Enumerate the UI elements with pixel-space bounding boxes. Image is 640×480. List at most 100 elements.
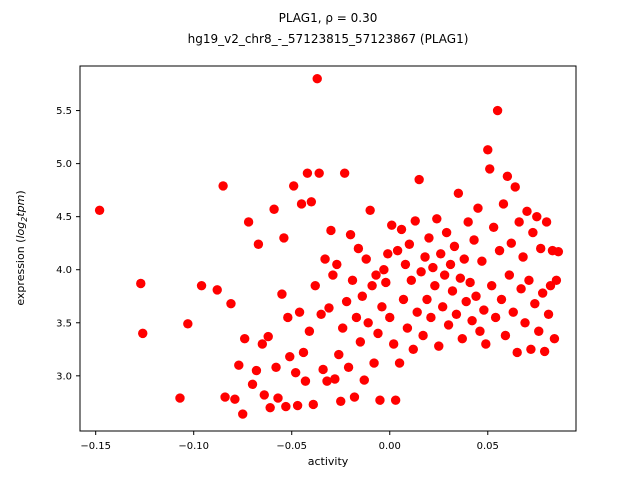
data-point [239, 333, 250, 344]
data-point [469, 235, 479, 245]
plot-area [79, 65, 577, 432]
data-point [175, 393, 185, 403]
data-point [320, 254, 330, 264]
data-point [490, 312, 501, 323]
data-point [502, 171, 513, 182]
data-point [512, 347, 522, 358]
data-point [373, 328, 383, 339]
data-point [277, 289, 287, 299]
data-point [443, 320, 454, 330]
data-point [281, 401, 291, 412]
y-axis-label-suffix: ) [14, 190, 27, 194]
data-point [361, 254, 371, 264]
data-point [463, 217, 473, 227]
data-point [455, 273, 466, 283]
data-point [534, 326, 544, 336]
data-point [510, 182, 520, 192]
data-point [465, 277, 475, 288]
data-point [416, 267, 426, 277]
data-point [387, 220, 397, 230]
x-tick-label: −0.05 [276, 441, 307, 452]
data-point [439, 270, 450, 280]
data-point [353, 243, 364, 254]
y-tick-label: 4.0 [56, 265, 72, 276]
data-point [220, 392, 230, 402]
data-point [483, 145, 493, 155]
data-point [398, 294, 409, 305]
data-point [524, 275, 534, 286]
data-point [347, 275, 358, 286]
data-point [302, 168, 313, 178]
data-point [300, 376, 311, 386]
y-axis-label-sub: 2 [20, 217, 29, 222]
data-point [238, 409, 248, 419]
y-axis-label-prefix: expression ( [14, 239, 27, 306]
data-point [316, 309, 326, 319]
data-point [365, 205, 375, 215]
chart-title: PLAG1, ρ = 0.30 [279, 11, 378, 25]
data-point [528, 227, 538, 238]
data-point [226, 298, 236, 309]
data-point [257, 339, 268, 349]
data-point [406, 275, 417, 286]
x-tick-label: −0.10 [178, 441, 209, 452]
data-point [536, 243, 546, 254]
x-tick-label: 0.05 [477, 441, 499, 452]
data-point [234, 360, 244, 370]
y-tick-label: 5.5 [56, 106, 72, 117]
data-point [251, 365, 262, 376]
data-point [367, 280, 377, 291]
data-point [259, 390, 269, 400]
data-point [437, 302, 448, 312]
data-point [341, 296, 352, 307]
data-point [336, 396, 346, 406]
data-point [304, 326, 315, 336]
data-point [436, 249, 446, 259]
data-point [553, 246, 564, 257]
data-point [541, 217, 552, 227]
data-point [424, 233, 434, 243]
data-point [330, 374, 340, 384]
data-point [487, 280, 497, 291]
data-point [408, 344, 418, 354]
data-point [263, 331, 273, 342]
data-point [404, 239, 415, 249]
data-point [326, 225, 336, 236]
data-point [504, 270, 515, 280]
data-point [434, 341, 444, 351]
data-point [359, 375, 369, 385]
data-point [136, 278, 146, 289]
data-point [418, 330, 428, 341]
data-point [532, 211, 542, 222]
data-point [138, 328, 148, 339]
data-point [441, 227, 452, 238]
data-point [243, 217, 254, 227]
data-point [292, 400, 303, 411]
data-point [453, 188, 464, 199]
data-point [422, 294, 432, 305]
data-point [343, 362, 354, 373]
data-point [294, 307, 305, 317]
data-point [328, 270, 338, 280]
data-point [498, 199, 509, 209]
data-point [212, 285, 222, 295]
data-point [296, 199, 307, 209]
data-point [271, 362, 281, 373]
data-point [549, 333, 560, 344]
data-point [543, 309, 554, 319]
data-point [288, 181, 299, 191]
data-point [230, 394, 240, 404]
data-point [318, 364, 328, 375]
data-point [392, 245, 403, 256]
data-point [479, 305, 489, 315]
data-point [414, 174, 424, 185]
data-point [496, 294, 507, 305]
data-point [349, 392, 360, 402]
y-axis-ticks: 3.0 3.5 4.0 4.5 5.0 5.5 [56, 106, 80, 382]
data-point [339, 168, 350, 178]
data-point [461, 296, 471, 307]
data-point [383, 249, 393, 259]
data-point [285, 352, 295, 362]
data-point [385, 312, 395, 323]
